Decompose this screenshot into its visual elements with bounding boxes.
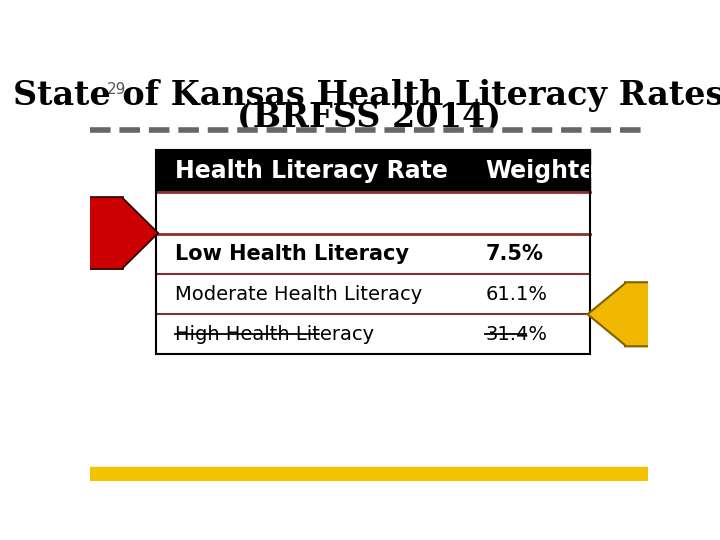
Bar: [156, 192, 590, 234]
Text: 31.4%: 31.4%: [485, 325, 547, 344]
Text: 7.5%: 7.5%: [485, 244, 543, 264]
Text: Health Literacy Rate: Health Literacy Rate: [175, 159, 448, 183]
Bar: [156, 150, 590, 354]
Bar: [156, 314, 590, 354]
Polygon shape: [588, 282, 677, 346]
Text: 61.1%: 61.1%: [485, 285, 547, 304]
Text: 29: 29: [107, 82, 127, 97]
Bar: [90, 467, 648, 481]
Bar: [156, 234, 590, 274]
Text: Low Health Literacy: Low Health Literacy: [175, 244, 409, 264]
Bar: [156, 150, 590, 192]
Text: State of Kansas Health Literacy Rates: State of Kansas Health Literacy Rates: [14, 79, 720, 112]
Bar: [156, 274, 590, 314]
Text: High Health Literacy: High Health Literacy: [175, 325, 374, 344]
Polygon shape: [74, 197, 158, 269]
Text: (BRFSS 2014): (BRFSS 2014): [237, 100, 501, 134]
Text: Weighted: Weighted: [485, 159, 613, 183]
Text: Moderate Health Literacy: Moderate Health Literacy: [175, 285, 423, 304]
